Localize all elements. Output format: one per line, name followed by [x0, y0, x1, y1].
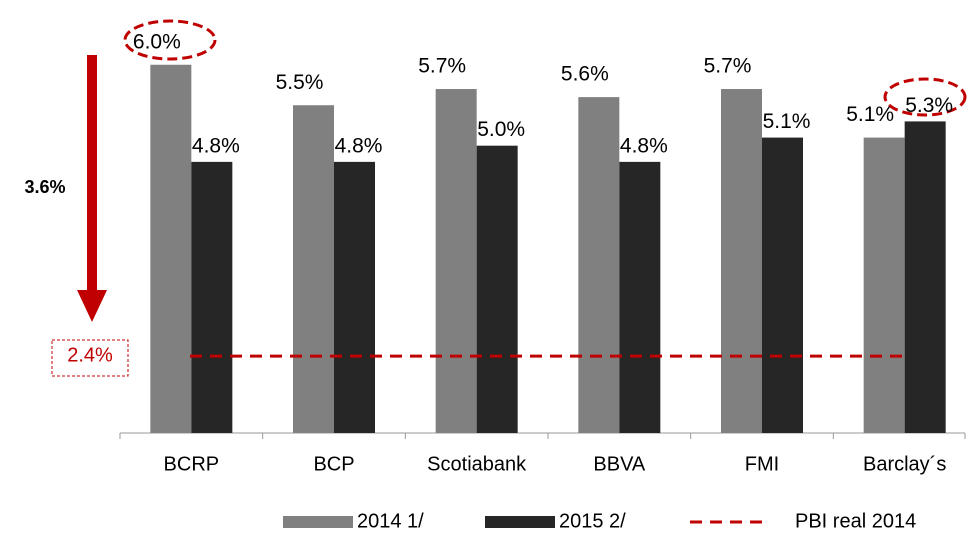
data-label: 5.1% — [763, 110, 811, 133]
bar — [904, 121, 946, 434]
data-label: 6.0% — [133, 30, 181, 53]
bar — [191, 161, 233, 434]
data-label: 4.8% — [620, 134, 668, 157]
legend-label: 2014 1/ — [357, 510, 424, 532]
bar — [578, 97, 620, 434]
annotation: 3.6% — [24, 177, 65, 197]
reference-box — [51, 339, 129, 377]
data-label: 5.7% — [704, 55, 752, 78]
x-tick-label: Scotiabank — [427, 453, 527, 475]
arrow-shaft — [87, 55, 97, 291]
legend-label: PBI real 2014 — [795, 510, 916, 532]
bar — [435, 89, 477, 433]
x-tick-label: Barclay´s — [863, 453, 946, 475]
bar — [721, 89, 762, 433]
x-tick-label: FMI — [745, 453, 779, 475]
x-tick-label: BCRP — [164, 453, 220, 475]
legend-swatch — [485, 516, 555, 528]
data-label: 5.6% — [561, 63, 609, 86]
x-tick-label: BBVA — [593, 453, 646, 475]
data-label: 4.8% — [192, 134, 240, 157]
arrow-head — [77, 290, 107, 322]
x-tick-label: BCP — [313, 453, 354, 475]
highlight — [883, 77, 967, 117]
bar — [863, 137, 905, 433]
data-label: 5.5% — [276, 71, 324, 94]
data-label: 5.7% — [418, 55, 466, 78]
bar — [762, 137, 803, 433]
legend-label: 2015 2/ — [559, 510, 626, 532]
data-label: 4.8% — [335, 134, 383, 157]
bar — [334, 161, 375, 434]
data-label: 5.1% — [846, 103, 894, 126]
bar — [619, 161, 661, 434]
bar — [476, 145, 518, 433]
legend-swatch — [283, 516, 353, 528]
bar — [150, 64, 192, 433]
data-label: 5.3% — [905, 94, 953, 117]
highlight — [123, 19, 217, 61]
reference-label: 2.4% — [67, 344, 113, 366]
data-label: 5.0% — [477, 118, 525, 141]
bar — [293, 105, 334, 433]
